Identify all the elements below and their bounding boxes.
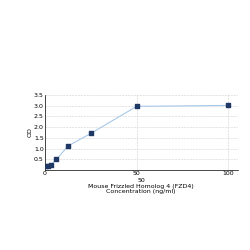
Y-axis label: OD: OD: [27, 128, 32, 138]
Point: [135, 104, 139, 108]
Point: [46, 164, 50, 168]
X-axis label: 50
Mouse Frizzled Homolog 4 (FZD4)
Concentration (ng/ml): 50 Mouse Frizzled Homolog 4 (FZD4) Conce…: [88, 178, 194, 194]
Point: [54, 157, 58, 161]
Point: [49, 163, 53, 167]
Point: [226, 104, 230, 108]
Point: [44, 164, 48, 168]
Point: [66, 144, 70, 148]
Point: [89, 132, 93, 136]
